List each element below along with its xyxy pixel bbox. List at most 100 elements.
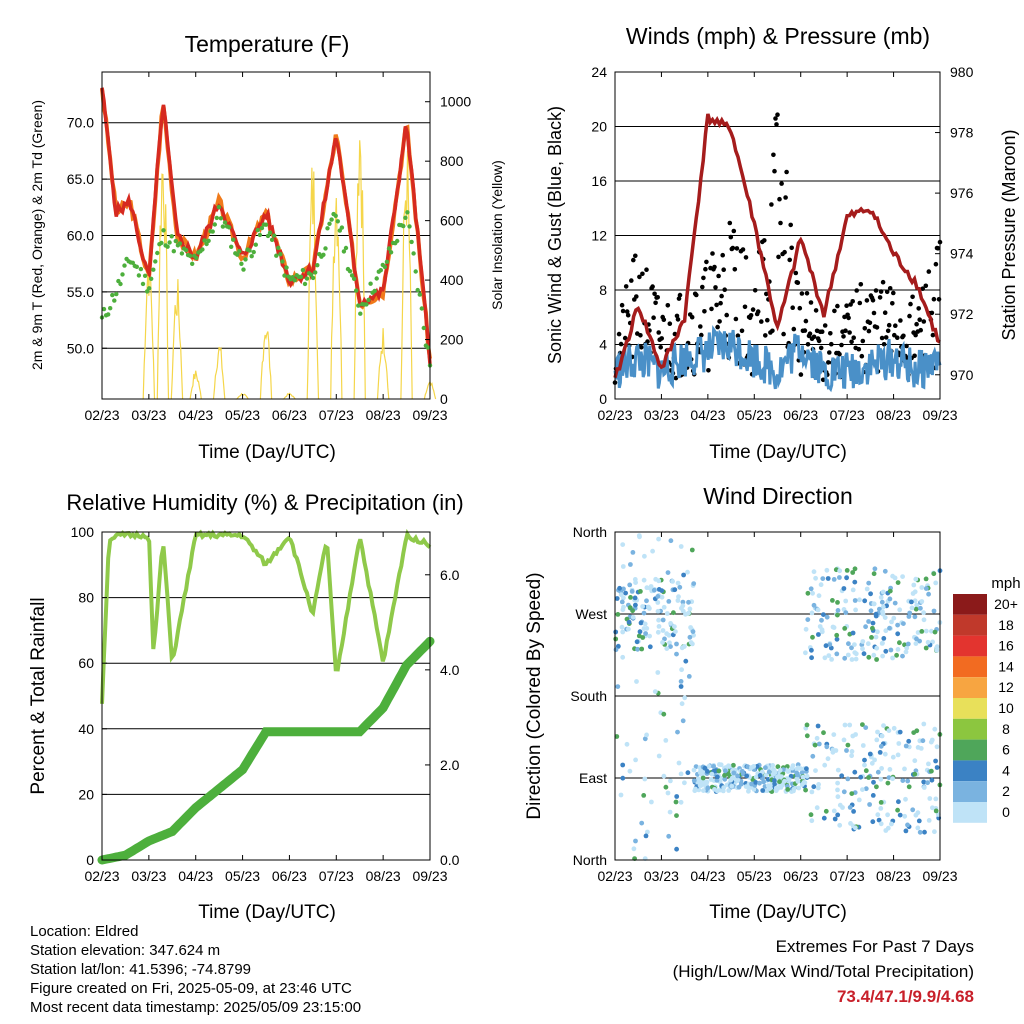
direction-point — [763, 765, 768, 771]
direction-point — [921, 610, 926, 616]
dewpoint-point — [341, 249, 347, 254]
gust-point — [871, 310, 877, 316]
gust-point — [930, 332, 936, 338]
gust-point — [837, 352, 842, 357]
speed-legend: mph 20+ 18 16 14 12 10 8 6 4 2 0 — [953, 575, 1021, 823]
dewpoint-point — [364, 302, 369, 307]
direction-point — [623, 590, 628, 596]
direction-point — [831, 808, 837, 814]
gust-point — [625, 312, 631, 318]
temperature-series — [99, 87, 437, 400]
legend-swatch — [953, 739, 987, 761]
gust-point — [913, 332, 918, 338]
direction-point — [809, 610, 815, 616]
y-tick-label: East — [579, 770, 607, 786]
gust-point — [618, 341, 624, 347]
x-tick-label: 04/23 — [178, 407, 213, 423]
direction-point — [675, 580, 681, 586]
direction-point — [796, 785, 802, 791]
wind-direction-panel: Wind Direction North East South West North 0… — [524, 483, 1021, 923]
direction-point — [763, 772, 769, 778]
direction-point — [923, 628, 929, 634]
dewpoint-point — [259, 225, 265, 231]
gust-point — [933, 261, 939, 267]
dewpoint-point — [112, 298, 117, 303]
direction-point — [633, 580, 638, 585]
x-tick-label: 02/23 — [597, 868, 632, 884]
dewpoint-point — [222, 220, 228, 225]
y-tick-label: 40 — [78, 721, 94, 737]
wind-line — [613, 325, 942, 393]
direction-point — [703, 781, 709, 787]
solar-line — [212, 346, 226, 400]
direction-point — [902, 813, 908, 819]
direction-point — [671, 610, 676, 616]
gust-point — [762, 238, 767, 243]
gust-point — [631, 257, 636, 263]
x-tick-label: 09/23 — [922, 407, 957, 423]
winds-ylabel: Sonic Wind & Gust (Blue, Black) — [545, 106, 565, 364]
gust-point — [781, 331, 786, 337]
dewpoint-point — [122, 263, 127, 268]
direction-point — [808, 812, 814, 818]
temperature-y-ticks: 50.0 55.0 60.0 65.0 70.0 — [67, 115, 107, 356]
humidity-y-ticks: 0 20 40 60 80 100 — [71, 524, 107, 868]
direction-xlabel: Time (Day/UTC) — [709, 902, 847, 923]
legend-label: 12 — [998, 679, 1014, 695]
direction-point — [882, 751, 888, 757]
rh-line — [100, 528, 432, 704]
direction-point — [923, 576, 929, 582]
direction-point — [905, 778, 911, 784]
direction-point — [709, 771, 715, 777]
direction-point — [816, 593, 822, 599]
gust-point — [713, 285, 718, 290]
dewpoint-point — [354, 288, 359, 293]
direction-point — [914, 636, 919, 642]
dewpoint-point — [183, 247, 189, 253]
direction-point — [672, 624, 677, 629]
direction-point — [871, 779, 876, 785]
gust-point — [717, 319, 722, 324]
direction-point — [627, 605, 633, 611]
direction-point — [885, 780, 891, 786]
direction-point — [860, 639, 866, 644]
dewpoint-point — [144, 289, 150, 294]
direction-point — [661, 773, 667, 779]
gust-point — [859, 353, 865, 359]
direction-point — [895, 580, 901, 585]
dewpoint-point — [405, 210, 410, 215]
dewpoint-point — [384, 259, 390, 264]
direction-point — [916, 818, 922, 824]
gust-point — [866, 328, 872, 334]
gust-point — [798, 372, 804, 377]
gust-point — [653, 300, 658, 306]
gust-point — [629, 278, 634, 283]
direction-point — [905, 822, 910, 828]
direction-point — [819, 617, 824, 623]
gust-point — [719, 293, 724, 299]
y-tick-label: 55.0 — [67, 284, 94, 300]
gust-point — [804, 291, 810, 296]
dewpoint-point — [237, 249, 242, 254]
dewpoint-point — [136, 273, 142, 278]
direction-point — [875, 729, 880, 735]
gust-point — [854, 288, 859, 293]
direction-point — [892, 600, 898, 606]
gust-point — [931, 296, 937, 302]
gust-point — [728, 234, 734, 240]
y-tick-label: 80 — [78, 590, 94, 606]
direction-point — [638, 620, 644, 626]
direction-point — [933, 580, 939, 586]
gust-point — [839, 342, 844, 348]
direction-point — [842, 626, 848, 631]
direction-point — [858, 774, 864, 780]
y-tick-label: 100 — [71, 524, 95, 540]
direction-point — [674, 794, 680, 799]
direction-point — [929, 777, 935, 783]
dewpoint-point — [173, 238, 178, 244]
direction-ylabel: Direction (Colored By Speed) — [524, 572, 545, 819]
dewpoint-point — [298, 274, 304, 279]
direction-point — [647, 606, 652, 611]
direction-point — [664, 646, 670, 651]
humidity-plot-frame — [101, 531, 431, 861]
